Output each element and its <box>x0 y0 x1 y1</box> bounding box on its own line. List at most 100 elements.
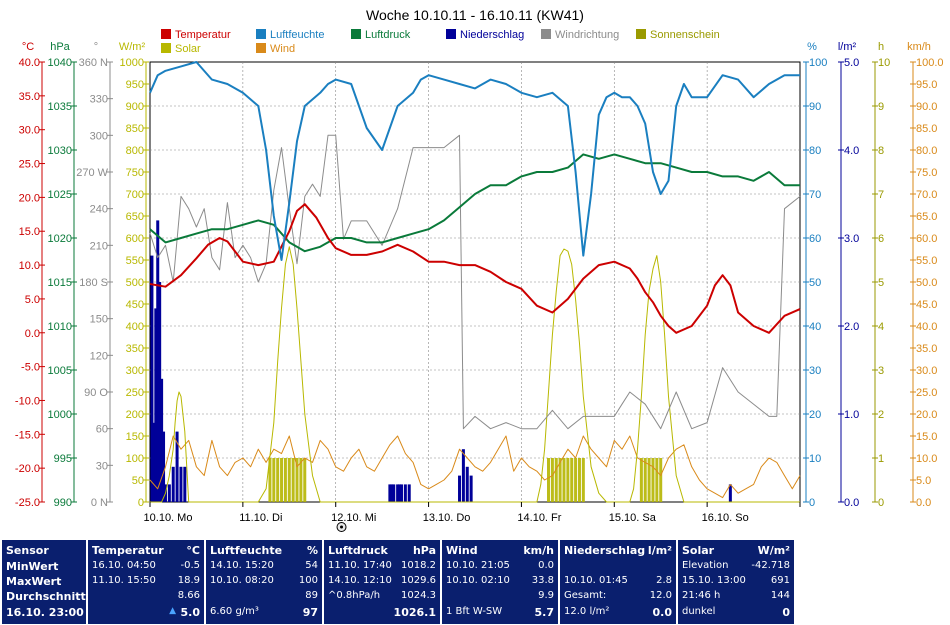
tick-label-solar: 700 <box>126 189 144 201</box>
panel-wind: Wind km/h 10.10. 21:05 0.0 10.10. 02:10 33.… <box>442 540 558 624</box>
temperatur-min-value: -0.5 <box>180 560 200 571</box>
wind-min-time: 10.10. 21:05 <box>446 560 510 571</box>
rain-bar <box>465 466 469 502</box>
tick-label-temp: -5.0 <box>21 362 40 374</box>
luftdruck-header: Luftdruck <box>328 544 388 557</box>
tick-label-solar: 900 <box>126 101 144 113</box>
sensor-header: Sensor <box>6 544 49 557</box>
tick-label-wind: 65.0 <box>916 211 937 223</box>
sunshine-bar <box>547 458 551 502</box>
tick-label-direction: 360 N <box>79 57 108 69</box>
tick-label-pressure: 1025 <box>48 189 72 201</box>
legend-label: Sonnenschein <box>650 29 720 41</box>
tick-label-humidity: 60 <box>809 233 821 245</box>
wind-line <box>149 435 801 499</box>
tick-label-pressure: 1035 <box>48 101 72 113</box>
tick-label-wind: 15.0 <box>916 431 937 443</box>
tick-label-direction: 30 <box>96 460 108 472</box>
tick-label-temp: -25.0 <box>15 497 40 509</box>
axis-unit-temp: °C <box>22 41 34 53</box>
rain-bar <box>156 220 160 502</box>
rain-bar <box>390 484 394 502</box>
tick-label-direction: 330 <box>90 94 108 106</box>
sunshine-bar <box>554 458 558 502</box>
tick-label-temp: 10.0 <box>19 260 40 272</box>
wind-bft-label: 1 Bft W-SW <box>446 606 503 617</box>
panel-luftfeuchte: Luftfeuchte% 14.10. 15:20 54 10.10. 08:20… <box>206 540 322 624</box>
rain-bar <box>171 466 175 502</box>
tick-label-pressure: 1030 <box>48 145 72 157</box>
tick-label-pressure: 995 <box>54 453 72 465</box>
bars <box>150 220 732 502</box>
legend-swatch <box>161 29 171 39</box>
tick-label-solar: 650 <box>126 211 144 223</box>
tick-label-humidity: 0 <box>809 497 815 509</box>
rain-bar <box>154 308 158 502</box>
luftfeuchte-current-value: 97 <box>302 606 318 619</box>
panel-niederschlag: Niederschlag l/m² 10.10. 01:45 2.8 Gesamt:… <box>560 540 676 624</box>
solar-line <box>150 246 800 503</box>
sunshine-bar <box>299 458 303 502</box>
sunshine-bar <box>303 458 307 502</box>
luftdruck-min-time: 11.10. 17:40 <box>328 560 392 571</box>
luftdruck-max-value: 1029.6 <box>401 575 436 586</box>
niederschlag-max-time: 10.10. 01:45 <box>564 575 628 586</box>
sunshine-bar <box>647 458 651 502</box>
panel-luftdruck: Luftdruck hPa 11.10. 17:40 1018.2 14.10. 1… <box>324 540 440 624</box>
tick-label-sunshine: 1 <box>878 453 884 465</box>
luftdruck-max-time: 14.10. 12:10 <box>328 575 392 586</box>
wind-header: Wind <box>446 544 478 557</box>
tick-label-wind: 0.0 <box>916 497 931 509</box>
temperatur-min-time: 16.10. 04:50 <box>92 560 156 571</box>
pressure-line <box>149 153 800 253</box>
luftdruck-tendency: ^0.8hPa/h <box>328 590 381 601</box>
rain-bar <box>152 422 156 502</box>
tick-label-sunshine: 7 <box>878 189 884 201</box>
solar-dark-label: dunkel <box>682 606 716 617</box>
tick-label-wind: 100.0 <box>916 57 944 69</box>
x-tick-label: 10.10. Mo <box>144 512 193 524</box>
tick-label-wind: 45.0 <box>916 299 937 311</box>
legend-label: Luftfeuchte <box>270 29 324 41</box>
tick-label-pressure: 990 <box>54 497 72 509</box>
legend-label: Niederschlag <box>460 29 524 41</box>
sunshine-bar <box>283 458 287 502</box>
solar-unit: W/m² <box>757 544 790 557</box>
temperatur-avg-value: 8.66 <box>177 590 200 601</box>
tick-label-solar: 250 <box>126 387 144 399</box>
trend-up-icon: ▲ <box>169 606 176 616</box>
tick-label-temp: 0.0 <box>25 328 40 340</box>
time-marker-dot <box>340 525 344 529</box>
x-tick-label: 15.10. Sa <box>609 512 657 524</box>
sunshine-bar <box>280 458 284 502</box>
rain-bar <box>461 449 465 502</box>
wind-max-value: 33.8 <box>531 575 554 586</box>
tick-label-direction: 0 N <box>91 497 108 509</box>
tick-label-pressure: 1040 <box>48 57 72 69</box>
temperatur-header: Temperatur <box>92 544 164 557</box>
legend-swatch <box>161 43 171 53</box>
rain-bar <box>392 484 396 502</box>
rain-bar <box>399 484 403 502</box>
temperature-line <box>149 203 801 334</box>
tick-label-solar: 350 <box>126 343 144 355</box>
niederschlag-header: Niederschlag <box>564 544 646 557</box>
niederschlag-total-value: 12.0 <box>649 590 672 601</box>
legend-label: Solar <box>175 43 201 55</box>
luftdruck-min-value: 1018.2 <box>401 560 436 571</box>
series-lines <box>149 61 801 503</box>
rain-bar <box>407 484 411 502</box>
temperatur-max-time: 11.10. 15:50 <box>92 575 156 586</box>
tick-label-direction: 120 <box>90 350 108 362</box>
tick-label-solar: 950 <box>126 79 144 91</box>
rain-bar <box>403 484 407 502</box>
solar-header: Solar <box>682 544 715 557</box>
legend-label: Luftdruck <box>365 29 411 41</box>
rain-bar <box>398 484 402 502</box>
tick-label-solar: 800 <box>126 145 144 157</box>
sunshine-bar <box>295 458 299 502</box>
tick-label-wind: 20.0 <box>916 409 937 421</box>
luftfeuchte-unit: % <box>306 544 318 557</box>
tick-label-wind: 50.0 <box>916 277 937 289</box>
tick-label-humidity: 100 <box>809 57 827 69</box>
